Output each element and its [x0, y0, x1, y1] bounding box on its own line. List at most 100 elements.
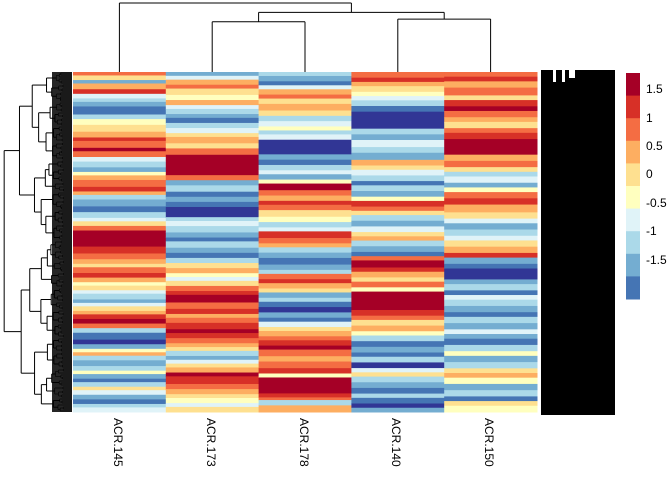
heatmap-cell — [73, 157, 167, 163]
heatmap-cell — [73, 293, 167, 300]
heatmap-cell — [165, 75, 260, 81]
heatmap-cell — [351, 106, 445, 113]
heatmap-cell — [444, 121, 538, 129]
heatmap-cell — [351, 185, 445, 192]
heatmap-cell — [258, 243, 352, 248]
heatmap-cell — [165, 350, 260, 357]
legend-tick: 1.5 — [646, 82, 663, 96]
heatmap-cell — [258, 183, 352, 191]
heatmap-cell — [351, 140, 445, 148]
heatmap-cell — [444, 401, 538, 407]
heatmap-cell — [73, 348, 167, 353]
heatmap-cell — [444, 117, 538, 123]
heatmap-cell — [258, 89, 352, 96]
heatmap-cell — [258, 336, 352, 341]
heatmap-cell — [165, 329, 260, 334]
heatmap-cell — [165, 196, 260, 203]
heatmap-cell — [258, 154, 352, 161]
heatmap-cell — [258, 179, 352, 185]
heatmap-cell — [258, 345, 352, 351]
heatmap-cell — [258, 115, 352, 122]
heatmap-cell — [73, 407, 167, 413]
heatmap-cell — [165, 338, 260, 344]
heatmap-cell — [258, 200, 352, 206]
heatmap-cell — [258, 393, 352, 398]
heatmap-cell — [444, 305, 538, 313]
heatmap-cell — [444, 160, 538, 168]
heatmap-cell — [165, 294, 260, 303]
color-legend: 1.5 1 0.5 0 -0.5 -1 -1.5 — [626, 73, 667, 300]
heatmap-cell — [73, 119, 167, 126]
legend-tick: 1 — [646, 111, 653, 125]
heatmap-cell — [258, 210, 352, 218]
heatmap-cell — [444, 290, 538, 296]
heatmap-cell — [351, 382, 445, 389]
heatmap-cell — [73, 151, 167, 158]
heatmap-cell — [444, 192, 538, 199]
heatmap-cell — [351, 220, 445, 227]
legend-swatch — [626, 163, 640, 187]
heatmap-cell — [444, 72, 538, 78]
heatmap-cell — [351, 169, 445, 176]
heatmap-cell — [165, 317, 260, 324]
heatmap-cell — [258, 405, 352, 413]
heatmap-cell — [73, 246, 167, 254]
heatmap-cell — [351, 215, 445, 222]
heatmap-cell — [444, 351, 538, 357]
heatmap-cell — [351, 206, 445, 212]
heatmap-cell — [258, 231, 352, 239]
heatmap-cell — [73, 299, 167, 304]
heatmap-cell — [444, 263, 538, 270]
heatmap-cell — [351, 152, 445, 161]
heatmap-cell — [165, 84, 260, 90]
heatmap-cell — [165, 133, 260, 138]
heatmap-cell — [73, 230, 167, 248]
heatmap-cell — [258, 361, 352, 369]
heatmap-cell — [165, 308, 260, 315]
heatmap-cell — [444, 284, 538, 291]
heatmap-cell — [444, 204, 538, 213]
row-dendrogram — [3, 72, 72, 412]
heatmap-cell — [165, 280, 260, 287]
heatmap-cell — [165, 226, 260, 233]
heatmap-cell — [258, 159, 352, 166]
heatmap-cell — [73, 161, 167, 168]
legend-tick: -1.5 — [646, 253, 667, 267]
heatmap-cell — [73, 167, 167, 173]
heatmap-cell — [165, 397, 260, 404]
heatmap-cell — [351, 372, 445, 378]
heatmap-cell — [73, 179, 167, 188]
column-dendrogram — [118, 2, 492, 72]
heatmap-cell — [258, 164, 352, 171]
heatmap-cell — [258, 330, 352, 337]
heatmap-cell — [258, 227, 352, 232]
heatmap-cell — [73, 206, 167, 213]
heatmap-cell — [444, 229, 538, 237]
heatmap-cell — [444, 334, 538, 340]
heatmap-cell — [351, 77, 445, 83]
heatmap-cell — [165, 94, 260, 101]
heatmap-cell — [258, 247, 352, 254]
heatmap-cell — [258, 94, 352, 100]
legend-swatch — [626, 208, 640, 232]
heatmap-cell — [73, 394, 167, 400]
heatmap-cell — [258, 195, 352, 202]
legend-tick: 0 — [646, 167, 653, 181]
row-labels-overplot — [541, 70, 615, 415]
heatmap-cell — [351, 287, 445, 293]
heatmap-cell — [351, 191, 445, 198]
heatmap-cell — [73, 83, 167, 90]
heatmap-cell — [258, 400, 352, 406]
heatmap-cell — [351, 352, 445, 358]
heatmap-cell — [165, 108, 260, 115]
heatmap-cell — [73, 314, 167, 320]
heatmap-cell — [165, 220, 260, 227]
heatmap-cell — [444, 128, 538, 134]
heatmap-cell — [351, 240, 445, 247]
heatmap-cell — [73, 124, 167, 133]
heatmap-cell — [258, 204, 352, 211]
row-labels — [541, 70, 615, 415]
heatmap-cell — [73, 370, 167, 375]
heatmap-cell — [73, 259, 167, 265]
heatmap-cell — [258, 72, 352, 77]
